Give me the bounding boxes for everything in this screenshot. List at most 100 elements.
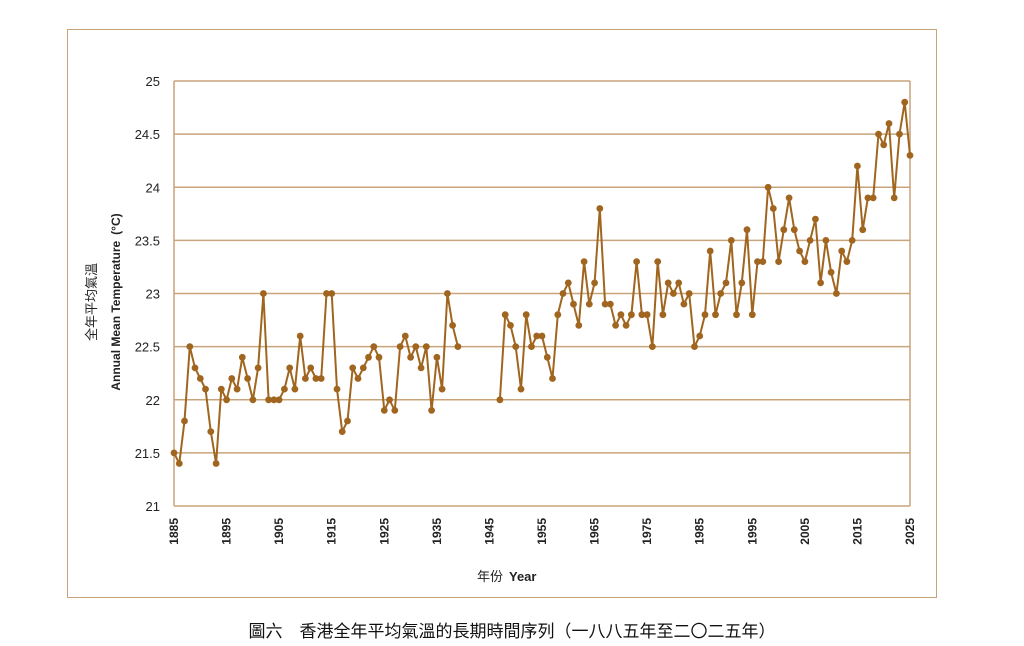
y-tick-label: 22.5	[135, 340, 160, 355]
x-axis-label-zh: 年份	[477, 570, 503, 585]
data-point	[496, 396, 504, 404]
data-point	[438, 385, 446, 393]
grid-lines	[173, 80, 911, 507]
data-point	[228, 375, 236, 382]
data-point	[538, 332, 546, 340]
data-point	[512, 343, 520, 350]
data-point	[633, 258, 640, 265]
x-tick-label: 1915	[325, 518, 339, 545]
data-point	[628, 311, 635, 319]
data-point	[338, 428, 346, 435]
data-point	[396, 343, 404, 350]
x-tick-label: 1885	[167, 518, 181, 545]
data-point	[743, 226, 751, 234]
data-point	[696, 332, 704, 340]
y-axis-ticks: 21 21.5 22 22.5 23 23.5 24 24.5 25	[135, 74, 160, 514]
data-point	[670, 290, 677, 297]
x-axis-label-en: Year	[509, 569, 536, 584]
y-axis-label-zh: 全年平均氣溫	[84, 263, 100, 341]
x-tick-label: 2025	[903, 518, 917, 545]
data-point	[591, 279, 598, 287]
data-point	[365, 353, 372, 361]
data-point	[570, 300, 577, 308]
data-point	[391, 407, 399, 414]
data-point	[407, 353, 414, 361]
data-point	[675, 279, 683, 287]
data-point	[890, 194, 898, 202]
series-temperature	[170, 98, 914, 467]
data-point	[170, 449, 178, 457]
data-point	[643, 311, 651, 319]
data-point	[359, 364, 367, 372]
data-point	[533, 332, 541, 340]
y-tick-label: 22	[146, 393, 160, 408]
data-point	[759, 258, 767, 265]
data-point	[449, 322, 456, 329]
data-point	[833, 290, 840, 297]
y-tick-label: 25	[146, 74, 160, 89]
data-point	[296, 332, 304, 340]
data-point	[785, 194, 793, 202]
data-point	[906, 152, 914, 159]
data-point	[738, 279, 746, 287]
data-point	[260, 290, 267, 297]
y-tick-label: 23	[146, 287, 160, 302]
data-point	[848, 237, 856, 244]
data-point	[186, 343, 194, 350]
data-point	[281, 385, 288, 393]
data-point	[422, 343, 430, 350]
data-point	[564, 279, 572, 287]
data-point	[559, 290, 567, 297]
data-point	[522, 311, 530, 319]
data-point	[864, 194, 872, 202]
y-tick-label: 24.5	[135, 127, 160, 142]
series-line-segment-2	[498, 101, 911, 400]
data-point	[769, 205, 777, 212]
y-tick-label: 21.5	[135, 446, 160, 461]
data-point	[543, 353, 551, 361]
data-point	[244, 375, 252, 382]
data-point	[212, 460, 220, 467]
data-point	[701, 311, 709, 319]
data-point	[754, 258, 761, 265]
data-point	[875, 130, 882, 138]
data-point	[617, 311, 625, 319]
data-point	[664, 279, 672, 287]
data-point	[507, 322, 514, 329]
data-point	[417, 364, 425, 372]
data-point	[433, 353, 441, 361]
data-point	[238, 353, 246, 361]
data-point	[859, 226, 867, 234]
data-point	[885, 120, 893, 127]
data-point	[796, 247, 803, 255]
data-point	[691, 343, 698, 350]
y-tick-label: 21	[146, 499, 160, 514]
data-point	[733, 311, 740, 319]
data-point	[454, 343, 462, 350]
data-point	[685, 290, 693, 297]
data-point	[317, 375, 325, 382]
data-point	[349, 364, 357, 372]
data-point	[333, 385, 341, 393]
y-axis-label-en: Annual Mean Temperature (°C)	[109, 213, 123, 390]
data-point	[265, 396, 272, 404]
data-point	[501, 311, 509, 319]
x-tick-label: 1975	[640, 518, 654, 545]
x-tick-label: 2015	[850, 518, 864, 545]
data-point	[223, 396, 231, 404]
data-point	[790, 226, 798, 234]
data-point	[606, 300, 614, 308]
data-point	[254, 364, 262, 372]
data-point	[775, 258, 782, 265]
data-point	[312, 375, 320, 382]
data-point	[654, 258, 662, 265]
data-point	[780, 226, 788, 234]
data-point	[649, 343, 656, 350]
data-point	[817, 279, 824, 287]
chart-frame: 21 21.5 22 22.5 23 23.5 24 24.5 25 1885 1895 1905 1…	[67, 29, 937, 598]
data-point	[328, 290, 336, 297]
data-point	[712, 311, 719, 319]
data-point	[275, 396, 283, 404]
data-point	[601, 300, 609, 308]
data-point	[801, 258, 809, 265]
